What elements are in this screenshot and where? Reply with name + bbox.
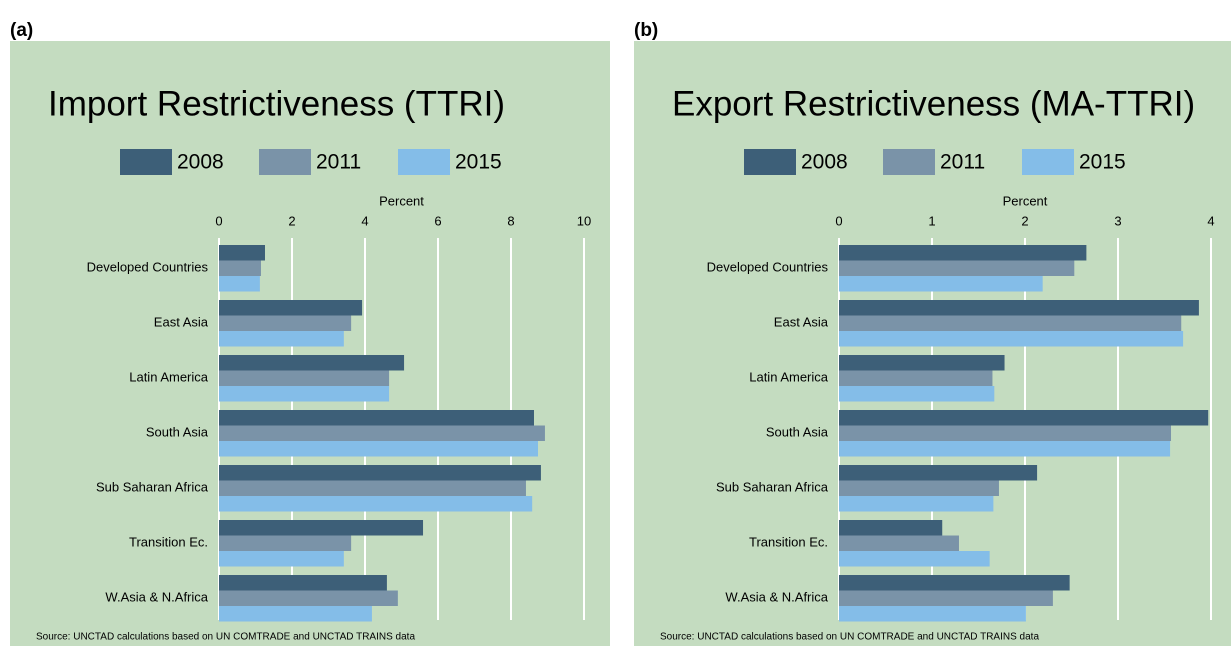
source-note: Source: UNCTAD calculations based on UN … [36,632,415,643]
legend-label: 2008 [177,151,224,174]
legend-label: 2015 [1079,151,1126,174]
bar [219,331,344,347]
y-tick-label: South Asia [146,424,209,439]
x-tick-label: 0 [835,213,842,228]
x-tick-label: 10 [577,213,591,228]
y-tick-label: W.Asia & N.Africa [105,589,208,604]
x-tick-label: 2 [288,213,295,228]
bar [219,370,390,386]
bar [219,245,265,261]
panel-label: (a) [10,20,33,41]
y-tick-label: East Asia [154,314,209,329]
bar [839,425,1172,441]
bar [219,480,526,496]
bar [219,535,352,551]
x-tick-label: 0 [215,213,222,228]
bar [219,590,398,606]
bar [839,315,1182,331]
bar [839,535,959,551]
bar [839,410,1209,426]
panel-label: (b) [634,20,658,41]
bar [839,260,1075,276]
bar [839,441,1171,457]
bar [839,331,1184,347]
bar [839,575,1070,591]
bar [839,520,943,536]
bar [839,386,995,402]
chart-title: Export Restrictiveness (MA-TTRI) [672,84,1195,123]
x-tick-label: 4 [361,213,368,228]
legend-swatch [1022,149,1074,175]
x-tick-label: 4 [1207,213,1214,228]
y-tick-label: Latin America [129,369,209,384]
bar [219,355,405,371]
legend-swatch [883,149,935,175]
x-tick-label: 1 [928,213,935,228]
bar [219,276,260,292]
bar [839,276,1043,292]
y-tick-label: Developed Countries [87,259,209,274]
y-tick-label: Transition Ec. [749,534,828,549]
legend-label: 2015 [455,151,502,174]
source-note: Source: UNCTAD calculations based on UN … [660,632,1039,643]
legend-label: 2011 [940,151,985,174]
y-tick-label: South Asia [766,424,829,439]
bar [219,386,390,402]
chart-title: Import Restrictiveness (TTRI) [48,84,505,123]
bar [219,425,545,441]
y-tick-label: Developed Countries [707,259,829,274]
bar [219,315,352,331]
bar [839,606,1026,622]
bar [219,606,372,622]
x-tick-label: 3 [1114,213,1121,228]
bar [219,575,387,591]
x-axis-label: Percent [379,193,424,208]
bar [219,300,363,316]
legend-label: 2008 [801,151,848,174]
x-axis-label: Percent [1003,193,1048,208]
bar [219,520,424,536]
bar [839,370,993,386]
bar [219,465,541,481]
y-tick-label: Transition Ec. [129,534,208,549]
bar [839,355,1005,371]
bar [219,441,539,457]
x-tick-label: 6 [434,213,441,228]
x-tick-label: 8 [507,213,514,228]
bar [839,465,1038,481]
bar [219,260,261,276]
bar [219,551,344,567]
legend-swatch [398,149,450,175]
bar [219,496,533,512]
y-tick-label: W.Asia & N.Africa [725,589,828,604]
bar [839,480,999,496]
bar [839,300,1199,316]
bar [839,496,994,512]
legend-swatch [259,149,311,175]
y-tick-label: Sub Saharan Africa [96,479,209,494]
bar [839,245,1087,261]
legend-swatch [120,149,172,175]
y-tick-label: Latin America [749,369,829,384]
legend-label: 2011 [316,151,361,174]
bar [839,551,990,567]
legend-swatch [744,149,796,175]
y-tick-label: Sub Saharan Africa [716,479,829,494]
bar [839,590,1053,606]
y-tick-label: East Asia [774,314,829,329]
x-tick-label: 2 [1021,213,1028,228]
bar [219,410,534,426]
